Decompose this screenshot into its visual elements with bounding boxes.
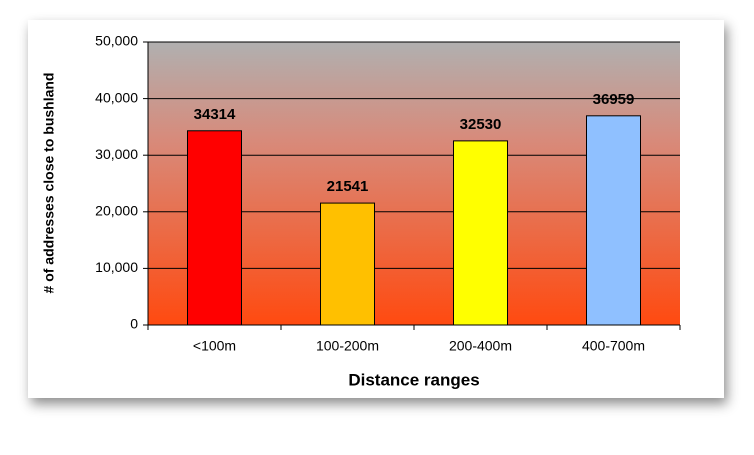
y-tick-label: 40,000 — [95, 89, 138, 105]
bar — [586, 115, 641, 326]
y-tick-label: 30,000 — [95, 146, 138, 162]
data-label: 21541 — [327, 178, 369, 195]
x-tick-label: 400-700m — [582, 338, 645, 354]
data-label: 32530 — [460, 116, 502, 133]
y-axis-label: # of addresses close to bushland — [41, 73, 57, 294]
bar — [453, 140, 508, 326]
y-tick-label: 10,000 — [95, 259, 138, 275]
data-label: 36959 — [593, 91, 635, 108]
y-tick-label: 0 — [130, 316, 138, 332]
y-tick-label: 20,000 — [95, 203, 138, 219]
x-axis-label: Distance ranges — [348, 370, 479, 389]
bar — [320, 202, 375, 326]
x-tick-label: 200-400m — [449, 338, 512, 354]
x-tick-label: 100-200m — [316, 338, 379, 354]
bar — [187, 130, 242, 326]
data-label: 34314 — [194, 106, 236, 123]
y-tick-label: 50,000 — [95, 33, 138, 49]
x-tick-label: <100m — [193, 338, 236, 354]
